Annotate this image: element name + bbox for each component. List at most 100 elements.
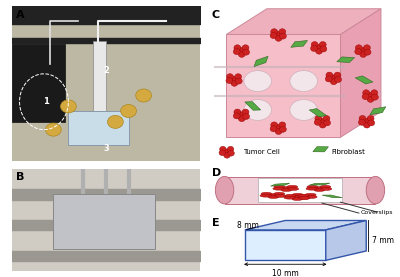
Circle shape (291, 195, 302, 198)
Circle shape (284, 196, 295, 199)
Circle shape (307, 185, 318, 188)
Bar (53, 194, 155, 249)
Text: B: B (16, 172, 24, 182)
Ellipse shape (290, 99, 318, 120)
Circle shape (233, 113, 240, 119)
Circle shape (298, 195, 309, 198)
Circle shape (280, 126, 286, 132)
Circle shape (233, 48, 240, 55)
Text: 10 mm: 10 mm (272, 269, 299, 277)
Circle shape (226, 78, 233, 84)
Bar (93, 41, 106, 127)
Polygon shape (291, 40, 308, 47)
Circle shape (279, 29, 286, 35)
Polygon shape (337, 57, 354, 63)
Circle shape (292, 193, 303, 196)
Circle shape (319, 122, 326, 128)
Circle shape (316, 48, 322, 54)
Polygon shape (226, 34, 340, 137)
Circle shape (326, 72, 333, 78)
Polygon shape (254, 56, 268, 66)
Circle shape (320, 185, 331, 188)
Circle shape (46, 123, 61, 136)
Circle shape (371, 90, 378, 96)
Ellipse shape (244, 99, 272, 120)
Circle shape (364, 122, 370, 128)
Polygon shape (313, 147, 328, 152)
Circle shape (288, 188, 299, 190)
Circle shape (275, 129, 282, 134)
Circle shape (243, 113, 250, 119)
Circle shape (270, 126, 277, 132)
Circle shape (320, 46, 327, 52)
Circle shape (273, 187, 284, 190)
Circle shape (271, 122, 278, 128)
Circle shape (271, 29, 278, 35)
Circle shape (364, 49, 371, 55)
Circle shape (319, 42, 326, 48)
Circle shape (226, 74, 234, 80)
Circle shape (220, 146, 226, 152)
Text: Fibroblast: Fibroblast (331, 149, 365, 155)
Bar (68, 111, 128, 145)
Bar (224, 177, 376, 204)
Circle shape (121, 104, 136, 117)
Circle shape (321, 188, 332, 190)
Ellipse shape (244, 71, 272, 91)
Circle shape (335, 76, 342, 83)
Polygon shape (270, 183, 290, 186)
Circle shape (358, 119, 365, 125)
Circle shape (235, 74, 242, 80)
Circle shape (305, 193, 316, 196)
Bar (12, 44, 65, 122)
Circle shape (311, 42, 318, 48)
Circle shape (372, 94, 378, 100)
Circle shape (231, 80, 238, 86)
Circle shape (267, 194, 278, 197)
Polygon shape (245, 230, 326, 260)
Ellipse shape (366, 176, 385, 204)
Circle shape (260, 194, 271, 197)
Circle shape (274, 125, 281, 131)
Circle shape (315, 44, 322, 50)
Circle shape (355, 48, 362, 55)
Circle shape (355, 45, 362, 51)
Circle shape (234, 45, 241, 51)
Circle shape (319, 118, 326, 124)
Polygon shape (326, 220, 366, 260)
Text: Coverslips: Coverslips (361, 210, 393, 215)
Circle shape (325, 76, 332, 82)
Circle shape (238, 51, 245, 57)
Circle shape (291, 196, 302, 199)
Circle shape (330, 75, 336, 81)
Circle shape (324, 120, 330, 126)
Circle shape (281, 189, 292, 191)
Circle shape (287, 185, 298, 188)
Circle shape (298, 194, 309, 197)
Text: 3: 3 (103, 144, 109, 153)
Polygon shape (355, 76, 373, 84)
Circle shape (359, 48, 366, 53)
Circle shape (367, 116, 374, 122)
Circle shape (306, 187, 317, 190)
Circle shape (228, 150, 234, 156)
Circle shape (234, 109, 241, 115)
Circle shape (274, 32, 281, 37)
Circle shape (313, 187, 324, 190)
Circle shape (243, 49, 250, 55)
Circle shape (242, 45, 249, 51)
Circle shape (366, 93, 373, 99)
Circle shape (314, 189, 325, 191)
Circle shape (230, 76, 237, 83)
Text: 8 mm: 8 mm (238, 221, 259, 230)
Circle shape (285, 194, 296, 197)
Circle shape (238, 116, 245, 122)
Circle shape (238, 48, 244, 53)
Circle shape (360, 51, 367, 57)
Text: 2: 2 (103, 66, 109, 75)
Circle shape (310, 45, 318, 52)
Polygon shape (340, 9, 381, 137)
Circle shape (261, 192, 272, 195)
Circle shape (299, 196, 310, 199)
Circle shape (280, 187, 291, 190)
